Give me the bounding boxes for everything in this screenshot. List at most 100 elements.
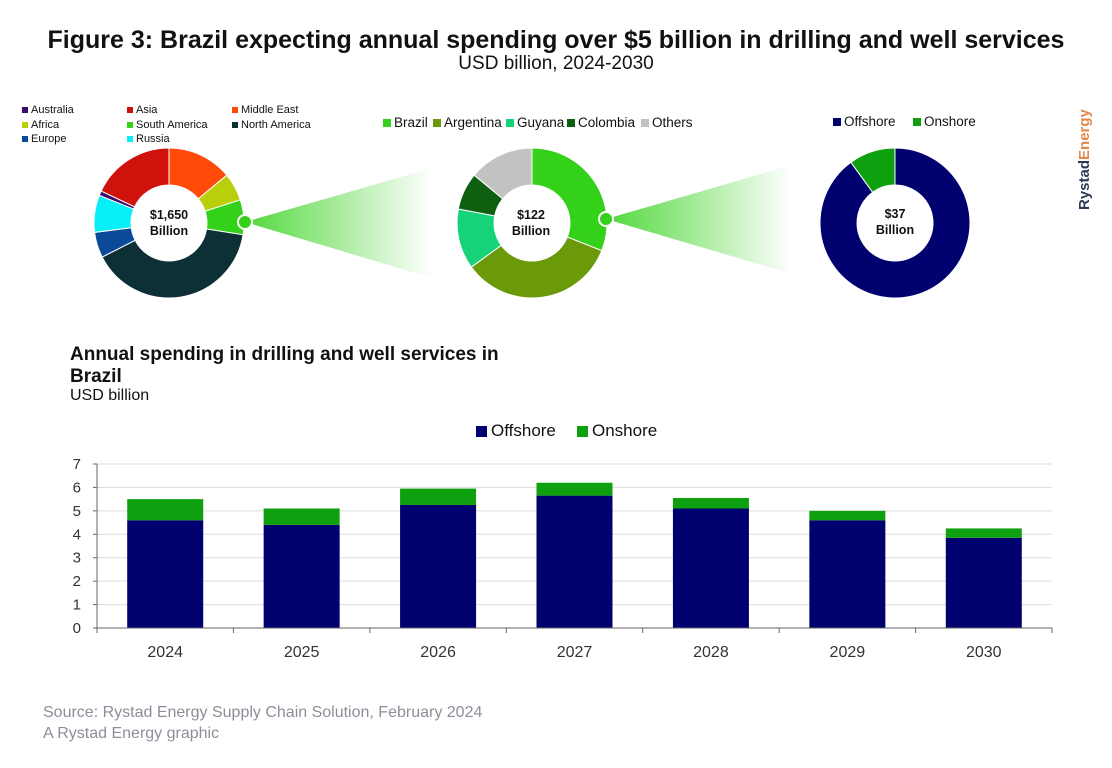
donut-center-label-south-america: $122 Billion (496, 207, 566, 239)
zoom-marker-brazil (598, 211, 614, 227)
donut-slice-onshore (850, 147, 896, 193)
y-tick-label: 4 (73, 526, 81, 543)
donut-center-label-global: $1,650 Billion (134, 207, 204, 239)
legend-label: Offshore (844, 114, 896, 129)
legend-label: Australia (31, 104, 74, 116)
legend-swatch (506, 119, 514, 128)
bar-onshore-2025 (263, 508, 340, 525)
legend-item-north-america: North America (232, 119, 311, 131)
legend-label: Middle East (241, 104, 299, 116)
y-tick-label: 3 (73, 550, 81, 567)
legend-swatch (22, 136, 28, 143)
legend-swatch (127, 107, 133, 114)
y-tick-label: 2 (73, 573, 81, 590)
legend-item-australia: Australia (22, 104, 74, 116)
legend-swatch (476, 426, 487, 438)
source-note: Source: Rystad Energy Supply Chain Solut… (43, 704, 483, 721)
legend-item-south-america: South America (127, 119, 208, 131)
bar-onshore-2027 (536, 482, 613, 496)
legend-swatch (127, 136, 133, 143)
legend-label: Argentina (444, 115, 502, 130)
donut-brazil-spending (819, 147, 971, 299)
legend-item-europe: Europe (22, 133, 66, 145)
bar-chart-title: Annual spending in drilling and well ser… (70, 344, 499, 387)
legend-label: Asia (136, 104, 158, 116)
legend-swatch (833, 118, 841, 127)
legend-swatch (913, 118, 921, 127)
legend-item-onshore: Onshore (913, 114, 976, 129)
legend-label: Others (652, 115, 693, 130)
legend-item-brazil: Brazil (383, 115, 428, 130)
legend-swatch (567, 119, 575, 128)
legend-item-offshore: Offshore (833, 114, 896, 129)
bar-offshore-2030 (945, 537, 1022, 628)
donut-charts (93, 147, 971, 299)
footer: Source: Rystad Energy Supply Chain Solut… (43, 702, 482, 744)
legend-label: South America (136, 119, 208, 131)
legend-label: Offshore (491, 421, 556, 440)
zoom-connector-countries (606, 165, 792, 274)
x-tick-label: 2024 (147, 644, 183, 661)
legend-label: Guyana (517, 115, 565, 130)
donut-total-unit: Billion (875, 223, 915, 237)
legend-label: Onshore (592, 421, 658, 440)
donut-slice-offshore (819, 147, 971, 299)
brand-logo: RystadEnergy (1076, 108, 1093, 210)
donut-total-unit: Billion (511, 224, 551, 238)
legend-label: Europe (31, 133, 67, 145)
x-tick-label: 2030 (966, 644, 1002, 661)
donut-slice-argentina (470, 236, 603, 299)
legend-label: Colombia (578, 115, 636, 130)
y-tick-label: 0 (73, 620, 81, 637)
bar-offshore-2024 (127, 520, 204, 628)
legend-item-onshore: Onshore (577, 421, 657, 441)
legend-item-asia: Asia (127, 104, 157, 116)
legend-swatch (22, 107, 28, 114)
legend-swatch (22, 122, 28, 129)
legend-item-russia: Russia (127, 133, 170, 145)
y-tick-label: 1 (73, 597, 81, 614)
bar-offshore-2028 (672, 508, 749, 628)
legend-swatch (232, 107, 238, 114)
legend-label: Onshore (924, 114, 976, 129)
legend-label: Africa (31, 119, 60, 131)
bar-offshore-2027 (536, 495, 613, 628)
donut-slice-north-america (101, 228, 244, 299)
legend-swatch (232, 122, 238, 129)
x-tick-label: 2029 (830, 644, 866, 661)
credit-note: A Rystad Energy graphic (43, 725, 220, 742)
y-tick-label: 5 (73, 503, 81, 520)
donut-slice-brazil (531, 147, 608, 252)
donut-global-spending (93, 147, 245, 299)
donut-total-unit: Billion (149, 224, 189, 238)
y-tick-label: 7 (73, 456, 81, 473)
donut-total-value: $122 (517, 208, 545, 222)
donut-total-value: $1,650 (149, 208, 189, 222)
figure-title: Figure 3: Brazil expecting annual spendi… (47, 26, 1065, 54)
legend-swatch (577, 426, 588, 438)
legend-label: North America (241, 119, 311, 131)
legend-item-argentina: Argentina (433, 115, 502, 130)
bar-chart: 0 1 2 3 4 5 6 7 2024 2025 2026 2027 2028 2029 2030 (73, 456, 1053, 661)
legend-swatch (433, 119, 441, 128)
donut-center-label-brazil: $37 Billion (860, 206, 930, 238)
legend-swatch (383, 119, 391, 128)
bar-onshore-2026 (400, 488, 477, 505)
legend-label: Russia (136, 133, 170, 145)
bar-onshore-2029 (809, 510, 886, 521)
figure-subtitle: USD billion, 2024-2030 (458, 53, 654, 74)
donut-slice-asia (100, 147, 170, 208)
bar-onshore-2024 (127, 499, 204, 521)
x-tick-label: 2028 (693, 644, 729, 661)
bar-onshore-2030 (945, 528, 1022, 538)
bar-offshore-2025 (263, 524, 340, 628)
legend-label: Brazil (394, 115, 428, 130)
bar-offshore-2029 (809, 520, 886, 628)
zoom-connector-regions (245, 168, 432, 278)
legend-item-africa: Africa (22, 119, 59, 131)
bar-onshore-2028 (672, 497, 749, 509)
legend-item-offshore: Offshore (476, 421, 556, 441)
donut-total-value: $37 (884, 207, 906, 221)
bar-offshore-2026 (400, 505, 477, 628)
bar-chart-subtitle: USD billion (70, 387, 150, 404)
